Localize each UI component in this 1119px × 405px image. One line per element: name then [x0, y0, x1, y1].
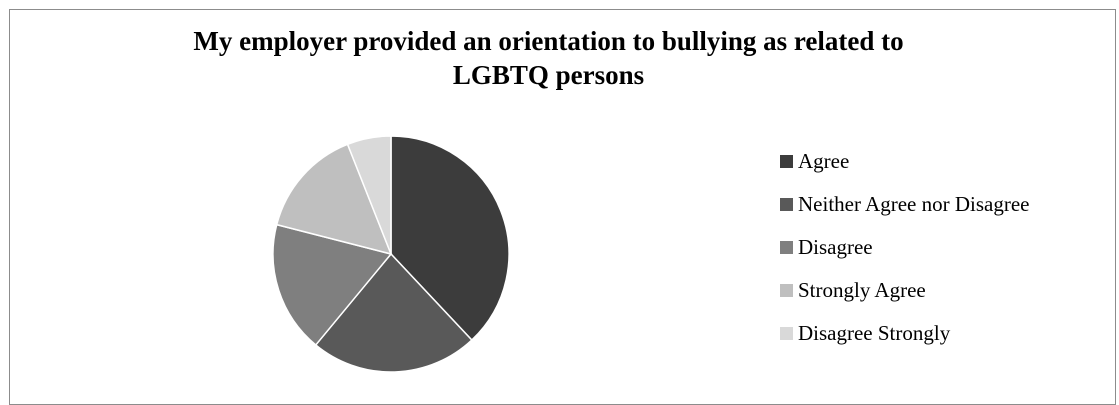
pie-slice-agree	[390, 135, 510, 342]
legend-label: Neither Agree nor Disagree	[798, 192, 1030, 216]
legend-swatch	[780, 327, 793, 340]
pie-slice-neither-agree-nor-disagree	[314, 252, 473, 373]
legend-label: Disagree	[798, 235, 873, 259]
pie-slice-strongly-agree	[275, 143, 393, 256]
pie-slice-disagree	[272, 223, 393, 346]
chart-title-line-2: LGBTQ persons	[452, 60, 645, 90]
legend-label: Strongly Agree	[798, 278, 926, 302]
legend-swatch	[780, 241, 793, 254]
pie-chart	[272, 135, 510, 373]
chart-title: My employer provided an orientation to b…	[0, 24, 1097, 92]
legend-swatch	[780, 284, 793, 297]
legend-swatch	[780, 155, 793, 168]
pie-slice-disagree-strongly	[346, 135, 392, 255]
chart-title-line-1: My employer provided an orientation to b…	[193, 26, 904, 56]
legend-label: Agree	[798, 149, 850, 173]
chart-frame	[9, 9, 1116, 405]
legend-label: Disagree Strongly	[798, 321, 951, 345]
legend-swatch	[780, 198, 793, 211]
